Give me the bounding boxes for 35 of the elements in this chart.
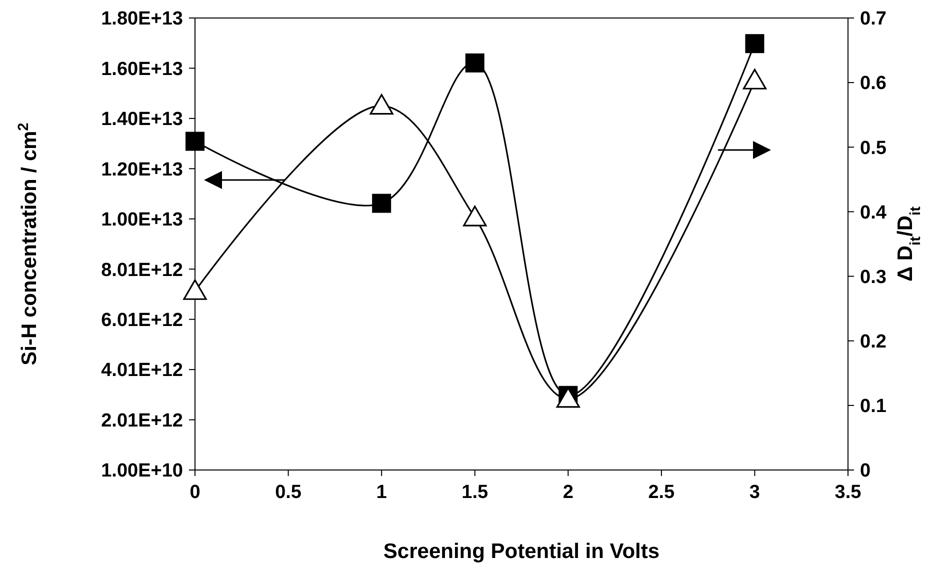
x-tick-label: 2 <box>562 482 574 503</box>
point <box>186 132 204 151</box>
point <box>372 194 392 213</box>
y-tick-label: 8.01E+12 <box>101 260 183 281</box>
y2-tick-label: 0.4 <box>860 202 887 224</box>
x-tick-label: 0.5 <box>275 482 302 503</box>
y2-tick-label: 0.2 <box>860 332 886 353</box>
y2-tick-label: 0.6 <box>860 73 886 94</box>
x-tick-label: 0 <box>190 482 200 503</box>
y-tick-label: 1.00E+13 <box>101 210 183 231</box>
y-tick-label: 2.01E+12 <box>101 410 183 432</box>
x-tick-label: 1.5 <box>462 482 488 503</box>
x-tick-label: 2.5 <box>648 482 676 503</box>
point <box>745 34 764 54</box>
point <box>463 206 487 226</box>
y2-tick-label: 0.3 <box>860 266 886 288</box>
x-axis-title: Screening Potential in Volts <box>383 540 660 563</box>
point <box>465 53 484 72</box>
x-tick-label: 3.5 <box>834 482 862 503</box>
point <box>742 68 767 90</box>
y-tick-label: 1.40E+13 <box>101 109 183 130</box>
y-tick-label: 1.60E+13 <box>101 58 183 80</box>
y-tick-label: 1.80E+13 <box>101 8 183 30</box>
y2-tick-label: 0.5 <box>860 138 887 159</box>
y-tick-label: 6.01E+12 <box>101 310 183 331</box>
x-tick-label: 3 <box>749 482 760 503</box>
y-tick-label: 4.01E+12 <box>101 360 183 382</box>
y-tick-label: 1.20E+13 <box>101 159 183 180</box>
y2-tick-label: 0.7 <box>860 8 886 30</box>
point <box>370 94 394 115</box>
y2-tick-label: 0 <box>860 460 871 482</box>
point <box>183 279 207 300</box>
x-tick-label: 1 <box>376 482 388 503</box>
y2-tick-label: 0.1 <box>860 396 887 418</box>
y-tick-label: 1.00E+10 <box>101 460 183 482</box>
